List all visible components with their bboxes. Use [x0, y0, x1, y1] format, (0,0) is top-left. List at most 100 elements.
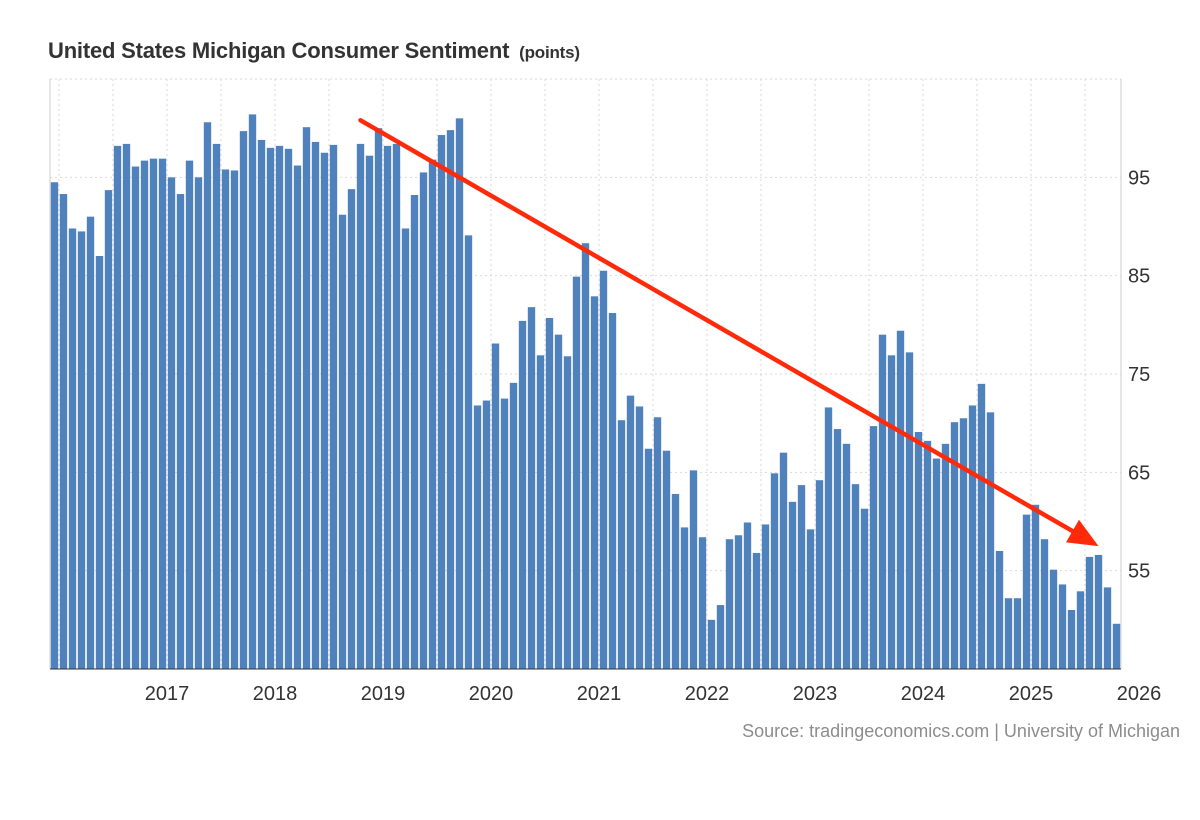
bar: [1004, 598, 1013, 669]
bar: [734, 535, 743, 669]
bar: [446, 130, 455, 670]
y-tick-label: 85: [1128, 266, 1150, 288]
bar: [1022, 514, 1031, 669]
bar: [302, 127, 311, 669]
bar: [545, 317, 554, 669]
y-tick-label: 95: [1128, 167, 1150, 189]
bar: [149, 158, 158, 669]
bar: [257, 139, 266, 669]
bar: [455, 118, 464, 670]
bar: [797, 485, 806, 669]
y-tick-label: 65: [1128, 462, 1150, 484]
bar: [338, 214, 347, 669]
bar: [284, 148, 293, 670]
x-tick-label: 2018: [253, 683, 298, 705]
bar: [320, 152, 329, 669]
bar: [662, 450, 671, 669]
bar: [806, 529, 815, 669]
bar: [581, 243, 590, 669]
chart-title-text: United States Michigan Consumer Sentimen…: [48, 38, 510, 63]
bar: [1067, 610, 1076, 669]
bar: [923, 440, 932, 669]
x-axis-ticks: 2017 2018 2019 2020 2021 2022 2023 2024 2025 2026: [145, 683, 1162, 705]
bar: [896, 330, 905, 669]
bar: [140, 160, 149, 669]
bar: [707, 619, 716, 669]
bar: [950, 422, 959, 669]
bar: [1085, 556, 1094, 669]
bar: [554, 334, 563, 669]
bar: [860, 508, 869, 669]
x-tick-label: 2026: [1117, 683, 1162, 705]
axes: [49, 79, 1122, 670]
bar: [572, 276, 581, 669]
bar: [698, 537, 707, 669]
bar: [914, 432, 923, 669]
bar: [1112, 623, 1121, 669]
x-tick-label: 2019: [361, 683, 406, 705]
x-tick-label: 2025: [1009, 683, 1054, 705]
trend-arrow-head: [1066, 519, 1099, 547]
bar: [131, 166, 140, 669]
bar: [374, 128, 383, 669]
bar: [212, 143, 221, 669]
bar: [482, 400, 491, 669]
bar: [509, 382, 518, 669]
bar: [392, 143, 401, 669]
bar: [959, 418, 968, 669]
bar: [977, 383, 986, 669]
bar: [356, 143, 365, 669]
bar: [95, 256, 104, 669]
bar: [410, 195, 419, 670]
bar: [248, 114, 257, 669]
x-tick-label: 2023: [793, 683, 838, 705]
bar: [203, 122, 212, 670]
bar: [626, 395, 635, 669]
bar: [1040, 539, 1049, 669]
chart-unit: (points): [519, 43, 580, 62]
bar: [311, 141, 320, 669]
bar: [266, 147, 275, 670]
bar: [518, 320, 527, 669]
bar-series: [50, 114, 1121, 670]
bar: [878, 334, 887, 669]
bar: [401, 228, 410, 669]
bar: [779, 452, 788, 669]
y-tick-label: 55: [1128, 561, 1150, 583]
bar: [1103, 587, 1112, 669]
bar: [383, 145, 392, 669]
bar: [635, 406, 644, 669]
bar: [104, 190, 113, 669]
y-tick-label: 75: [1128, 364, 1150, 386]
bar: [1031, 504, 1040, 669]
bar: [815, 480, 824, 669]
bar: [428, 159, 437, 669]
bar: [77, 231, 86, 669]
bar: [1058, 584, 1067, 669]
bar: [1049, 569, 1058, 669]
bar: [653, 417, 662, 669]
x-tick-label: 2020: [469, 683, 514, 705]
bar: [113, 145, 122, 669]
bar: [437, 135, 446, 670]
bar: [1094, 554, 1103, 669]
bar: [491, 343, 500, 669]
bar: [194, 177, 203, 670]
bar: [995, 551, 1004, 669]
bar: [599, 270, 608, 669]
x-tick-label: 2024: [901, 683, 946, 705]
bar: [365, 155, 374, 669]
y-axis-ticks: 55 65 75 85 95: [1128, 167, 1150, 582]
x-tick-label: 2017: [145, 683, 190, 705]
bar: [347, 189, 356, 669]
bar: [833, 429, 842, 669]
bar: [986, 412, 995, 669]
bar: [473, 405, 482, 669]
bar: [905, 352, 914, 669]
bar: [680, 527, 689, 669]
bar: [644, 448, 653, 669]
bar: [869, 426, 878, 669]
x-tick-label: 2022: [685, 683, 730, 705]
bar: [176, 194, 185, 670]
bar: [59, 194, 68, 670]
